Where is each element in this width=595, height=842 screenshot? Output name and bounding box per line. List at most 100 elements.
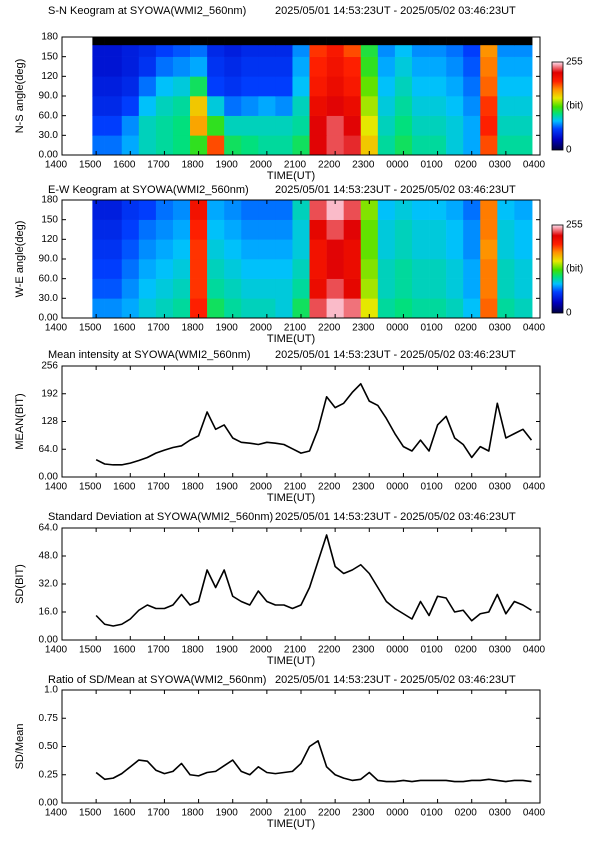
x-tick-label: 1800 [181,482,204,493]
heatmap-cell [190,298,208,319]
heatmap-cell [343,298,362,319]
heatmap-cell [360,298,379,319]
heatmap-cell [326,278,344,299]
heatmap-cell [172,37,191,46]
x-tick-label: 2000 [250,482,273,493]
heatmap-cell [258,219,276,240]
x-tick-label: 1600 [113,645,136,656]
heatmap-cell [292,37,310,46]
heatmap-cell [121,135,140,156]
heatmap-cell [92,115,105,136]
y-tick-label: 64.0 [39,444,59,455]
heatmap-cell [343,37,362,46]
heatmap-cell [172,259,191,279]
chart-subtitle: 2025/05/01 14:53:23UT - 2025/05/02 03:46… [275,349,516,361]
heatmap-cell [224,44,242,57]
x-tick-label: 0200 [455,323,478,334]
chart-subtitle: 2025/05/01 14:53:23UT - 2025/05/02 03:46… [275,511,516,523]
heatmap-cell [394,239,413,260]
heatmap-cell [411,56,430,77]
heatmap-cell [258,96,276,116]
heatmap-cell [394,219,413,240]
heatmap-cell [92,278,105,299]
heatmap-cell [104,219,123,240]
heatmap-cell [190,44,208,57]
heatmap-cell [497,135,515,156]
heatmap-cell [514,96,533,116]
y-tick-label: 256 [41,361,58,372]
heatmap-cell [258,44,276,57]
heatmap-cell [207,259,225,279]
heatmap-cell [394,298,413,319]
y-tick-label: 0.50 [39,741,59,752]
heatmap-cell [446,56,464,77]
heatmap-cell [190,135,208,156]
heatmap-cell [514,200,533,220]
heatmap-cell [326,200,344,220]
heatmap-cell [429,200,447,220]
x-tick-label: 0000 [386,323,409,334]
x-tick-label: 2200 [318,160,341,171]
heatmap-cell [446,239,464,260]
heatmap-cell [343,96,362,116]
colorbar-tick-label: 0 [566,145,572,156]
heatmap-cell [258,278,276,299]
heatmap-cell [275,298,293,319]
heatmap-cell [92,239,105,260]
x-tick-label: 1700 [147,645,170,656]
heatmap-cell [446,76,464,97]
y-tick-label: 0.00 [39,313,59,324]
heatmap-cell [275,259,293,279]
heatmap-cell [92,96,105,116]
chart-title: Mean intensity at SYOWA(WMI2_560nm) [48,349,251,361]
x-tick-label: 1600 [113,323,136,334]
y-tick-label: 1.0 [44,685,58,696]
heatmap-cell [138,298,157,319]
heatmap-cell [309,37,327,46]
heatmap-cell [224,298,242,319]
colorbar-label: (bit) [566,264,583,275]
y-tick-label: 150 [41,51,58,62]
heatmap-cell [190,239,208,260]
heatmap-cell [275,56,293,77]
heatmap-cell [377,200,396,220]
heatmap-cell [104,76,123,97]
heatmap-cell [429,135,447,156]
heatmap-cell [514,298,533,319]
heatmap-cell [121,56,140,77]
heatmap-cell [411,44,430,57]
heatmap-cell [241,298,259,319]
heatmap-cell [360,239,379,260]
heatmap-cell [463,56,481,77]
heatmap-cell [241,200,259,220]
heatmap-cell [429,115,447,136]
heatmap-cell [429,278,447,299]
heatmap-cell [343,219,362,240]
x-tick-label: 2000 [250,645,273,656]
heatmap-cell [360,44,379,57]
heatmap-cell [377,219,396,240]
heatmap-cell [429,44,447,57]
heatmap-cell [514,44,533,57]
heatmap-cell [394,278,413,299]
heatmap-cell [497,298,515,319]
heatmap-cell [224,278,242,299]
heatmap-cell [326,44,344,57]
x-tick-label: 2300 [352,808,375,819]
heatmap-cell [275,278,293,299]
heatmap-cell [224,200,242,220]
x-tick-label: 2100 [284,323,307,334]
x-tick-label: 1900 [216,645,239,656]
heatmap-cell [292,219,310,240]
heatmap-cell [446,298,464,319]
heatmap-cell [138,200,157,220]
heatmap-cell [463,298,481,319]
heatmap-cell [258,239,276,260]
x-tick-label: 1600 [113,160,136,171]
x-axis-label: TIME(UT) [267,333,315,345]
heatmap-cell [258,37,276,46]
heatmap-cell [446,135,464,156]
heatmap-cell [411,278,430,299]
heatmap-cell [463,44,481,57]
